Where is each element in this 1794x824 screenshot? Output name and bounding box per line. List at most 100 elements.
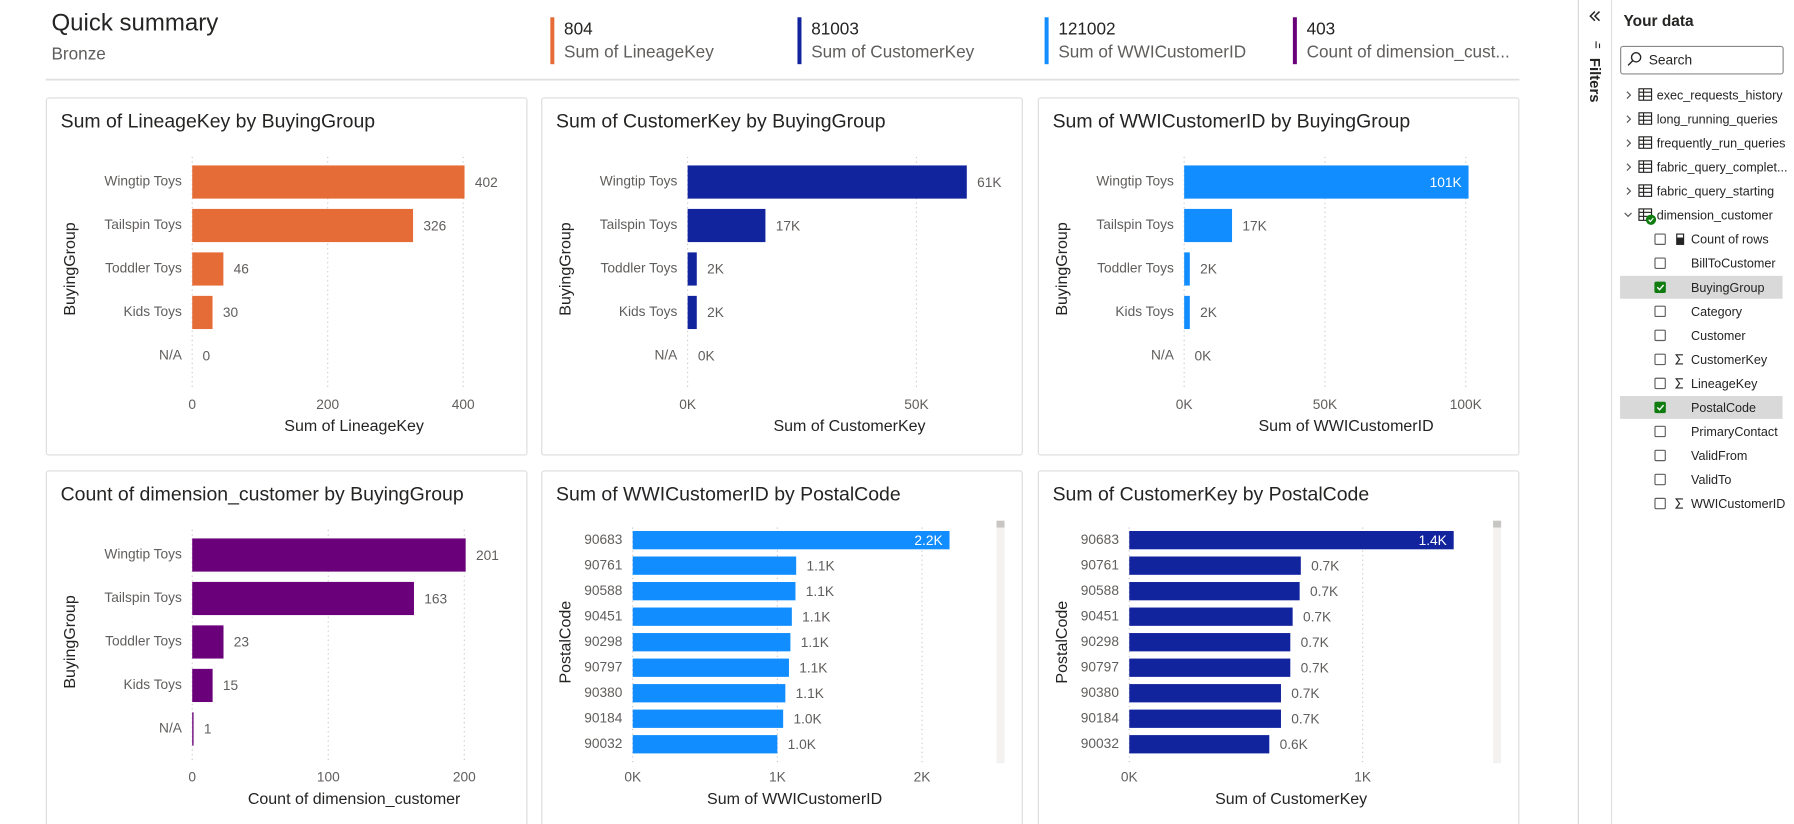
category-label: 90451	[584, 608, 622, 623]
field-checkbox[interactable]	[1654, 449, 1666, 462]
data-label: 23	[234, 635, 250, 650]
field-checkbox[interactable]	[1654, 353, 1666, 366]
search-icon	[1627, 52, 1642, 66]
x-tick-label: 0K	[624, 770, 641, 785]
bar	[632, 530, 950, 550]
field-checkbox[interactable]	[1654, 305, 1666, 318]
expand-chevron[interactable]	[1626, 91, 1632, 99]
field-name[interactable]: LineageKey	[1691, 377, 1758, 391]
in-use-badge	[1648, 217, 1654, 223]
data-label: 0.7K	[1301, 660, 1329, 675]
y-axis-title: BuyingGroup	[62, 222, 79, 315]
data-pane-title: Your data	[1624, 13, 1694, 30]
search-box[interactable]	[1620, 45, 1784, 75]
category-label: 90184	[584, 710, 623, 725]
field-checkbox[interactable]	[1654, 473, 1666, 486]
filters-label[interactable]: Filters	[1586, 58, 1602, 103]
field-checkbox[interactable]	[1654, 377, 1666, 390]
field-name[interactable]: PostalCode	[1691, 401, 1756, 415]
category-label: Kids Toys	[1115, 304, 1174, 319]
bar	[632, 684, 786, 703]
data-label: 1.1K	[796, 686, 824, 701]
x-tick-label: 100	[317, 770, 340, 785]
category-label: 90451	[1081, 608, 1119, 623]
field-name[interactable]: BillToCustomer	[1691, 257, 1776, 271]
field-checkbox[interactable]	[1654, 257, 1666, 269]
field-name[interactable]: Category	[1691, 305, 1743, 319]
field-checkbox[interactable]	[1654, 497, 1666, 510]
field-name[interactable]: PrimaryContact	[1691, 425, 1778, 439]
category-label: Wingtip Toys	[104, 547, 182, 562]
expand-chevron[interactable]	[1626, 187, 1632, 196]
bar	[192, 295, 213, 330]
table-name[interactable]: fabric_query_complet...	[1657, 161, 1788, 175]
bar	[1129, 658, 1291, 677]
table-name[interactable]: long_running_queries	[1657, 113, 1778, 127]
data-label: 1.0K	[793, 712, 821, 727]
table-name[interactable]: fabric_query_starting	[1657, 185, 1774, 199]
card-value: 121002	[1058, 18, 1115, 38]
category-label: 90380	[584, 685, 623, 700]
calculator-icon	[1676, 233, 1685, 245]
field-checkbox[interactable]	[1654, 233, 1666, 245]
x-tick-label: 50K	[904, 397, 928, 412]
data-label: 1.1K	[801, 635, 829, 650]
field-checkbox[interactable]	[1654, 401, 1666, 414]
bar	[687, 165, 967, 199]
expand-chevron[interactable]	[1624, 212, 1632, 218]
scrollbar-track[interactable]	[1493, 520, 1502, 764]
table-name[interactable]: dimension_customer	[1657, 209, 1773, 223]
field-checkbox[interactable]	[1654, 329, 1666, 342]
field-checkbox[interactable]	[1654, 281, 1666, 294]
field-name[interactable]: ValidFrom	[1691, 449, 1747, 463]
card-label: Count of dimension_cust...	[1307, 41, 1510, 61]
filter-icon	[1595, 41, 1601, 49]
chart-panel	[1037, 97, 1520, 456]
field-name[interactable]: Customer	[1691, 329, 1746, 343]
card-accent	[797, 17, 802, 65]
data-label: 0.7K	[1311, 558, 1339, 573]
category-label: 90683	[1081, 532, 1120, 547]
category-label: Kids Toys	[619, 304, 678, 319]
field-name[interactable]: BuyingGroup	[1691, 281, 1764, 295]
check-mark	[1656, 404, 1665, 411]
category-label: 90298	[1081, 634, 1120, 649]
field-name[interactable]: WWICustomerID	[1691, 497, 1785, 511]
field-name[interactable]: CustomerKey	[1691, 353, 1768, 367]
expand-chevron[interactable]	[1626, 139, 1632, 148]
field-name[interactable]: ValidTo	[1691, 473, 1731, 487]
scrollbar-thumb[interactable]	[996, 520, 1005, 528]
bar	[687, 252, 697, 286]
search-placeholder[interactable]: Search	[1649, 52, 1692, 67]
bar	[632, 709, 784, 728]
category-label: 90184	[1081, 710, 1120, 725]
x-tick-label: 2K	[914, 770, 931, 785]
data-label: 0.7K	[1291, 686, 1319, 701]
collapse-filters[interactable]	[1589, 11, 1601, 22]
x-tick-label: 1K	[1354, 770, 1371, 785]
in-use-badge	[1645, 214, 1657, 225]
table-name[interactable]: frequently_run_queries	[1657, 137, 1786, 151]
field-name[interactable]: Count of rows	[1691, 233, 1769, 247]
expand-chevron[interactable]	[1626, 115, 1632, 123]
category-label: 90380	[1081, 685, 1120, 700]
report-title: Quick summary	[51, 9, 218, 36]
chart-title: Sum of WWICustomerID by BuyingGroup	[1053, 111, 1411, 133]
table-icon	[1638, 184, 1653, 197]
x-axis-title: Count of dimension_customer	[248, 791, 461, 808]
category-label: Tailspin Toys	[1096, 217, 1174, 232]
scrollbar-track[interactable]	[996, 520, 1005, 764]
expand-chevron[interactable]	[1626, 163, 1632, 172]
field-checkbox[interactable]	[1654, 425, 1666, 438]
category-label: Tailspin Toys	[104, 217, 182, 232]
data-label: 0K	[698, 349, 715, 364]
table-icon	[1638, 88, 1653, 101]
y-axis-title: PostalCode	[558, 601, 575, 684]
bar	[192, 712, 194, 746]
table-name[interactable]: exec_requests_history	[1657, 89, 1784, 103]
card-accent	[1292, 17, 1297, 65]
scrollbar-thumb[interactable]	[1493, 520, 1502, 528]
sigma-icon	[1675, 378, 1684, 389]
card-accent	[550, 17, 555, 65]
bar	[192, 625, 224, 659]
